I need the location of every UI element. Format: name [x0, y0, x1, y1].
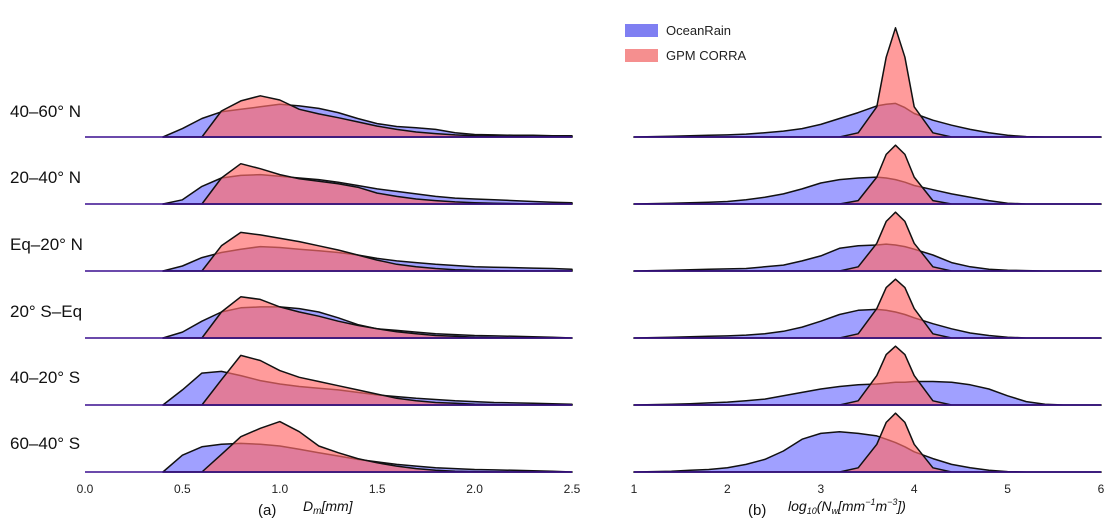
- ridge-row-b-3: [633, 278, 1102, 339]
- legend-swatch-oceanrain: [625, 24, 658, 37]
- legend: OceanRain GPM CORRA: [625, 23, 747, 63]
- x-tick-label: 0.5: [174, 482, 191, 496]
- density-gpm-corra: [633, 345, 1102, 406]
- row-label-20-s-eq: 20° S–Eq: [10, 302, 82, 321]
- x-axis-label-a: Dm[mm]: [303, 498, 354, 517]
- x-tick-label: 1: [631, 482, 638, 496]
- ridge-row-b-0: [633, 27, 1102, 138]
- x-tick-label: 2.5: [564, 482, 581, 496]
- x-axis-panel-b: 1 2 3 4 5 6: [631, 482, 1105, 496]
- ridge-row-a-3: [85, 296, 573, 339]
- panel-a-dm: [85, 95, 573, 473]
- row-label-40-20-s: 40–20° S: [10, 368, 80, 387]
- density-gpm-corra: [162, 162, 573, 205]
- x-tick-label: 3: [817, 482, 824, 496]
- ridge-row-b-2: [633, 211, 1102, 272]
- ridge-row-a-1: [85, 162, 573, 205]
- ridge-row-b-1: [633, 144, 1102, 205]
- row-labels: 40–60° N 20–40° N Eq–20° N 20° S–Eq 40–2…: [10, 102, 83, 453]
- density-gpm-corra: [633, 27, 1102, 138]
- ridge-row-a-0: [85, 95, 573, 138]
- density-gpm-corra: [162, 95, 573, 138]
- x-tick-label: 0.0: [77, 482, 94, 496]
- legend-item-gpm-corra: GPM CORRA: [625, 48, 747, 63]
- density-gpm-corra: [633, 211, 1102, 272]
- ridge-row-a-5: [85, 420, 573, 473]
- legend-swatch-gpm-corra: [625, 49, 658, 62]
- density-gpm-corra: [162, 354, 573, 406]
- panel-a-label: (a): [258, 502, 276, 519]
- density-gpm-corra: [162, 296, 573, 339]
- row-label-20-40-n: 20–40° N: [10, 168, 81, 187]
- legend-label-oceanrain: OceanRain: [666, 23, 731, 38]
- legend-item-oceanrain: OceanRain: [625, 23, 731, 38]
- x-tick-label: 2.0: [466, 482, 483, 496]
- row-label-60-40-s: 60–40° S: [10, 434, 80, 453]
- ridge-row-b-5: [633, 412, 1102, 473]
- ridge-row-a-2: [85, 231, 573, 272]
- x-tick-label: 5: [1004, 482, 1011, 496]
- row-label-eq-20-n: Eq–20° N: [10, 235, 83, 254]
- legend-label-gpm-corra: GPM CORRA: [666, 48, 747, 63]
- x-axis-label-b: log10(Nw[mm−1m−3]): [788, 497, 906, 516]
- x-tick-label: 2: [724, 482, 731, 496]
- panel-b-nw: [633, 27, 1102, 473]
- x-tick-label: 1.0: [271, 482, 288, 496]
- ridge-row-a-4: [85, 354, 573, 406]
- density-gpm-corra: [633, 144, 1102, 205]
- x-tick-label: 1.5: [369, 482, 386, 496]
- row-label-40-60-n: 40–60° N: [10, 102, 81, 121]
- x-tick-label: 4: [911, 482, 918, 496]
- density-gpm-corra: [633, 278, 1102, 339]
- x-tick-label: 6: [1098, 482, 1105, 496]
- density-gpm-corra: [162, 231, 573, 272]
- panel-b-label: (b): [748, 502, 766, 519]
- x-axis-panel-a: 0.0 0.5 1.0 1.5 2.0 2.5: [77, 482, 581, 496]
- ridge-row-b-4: [633, 345, 1102, 406]
